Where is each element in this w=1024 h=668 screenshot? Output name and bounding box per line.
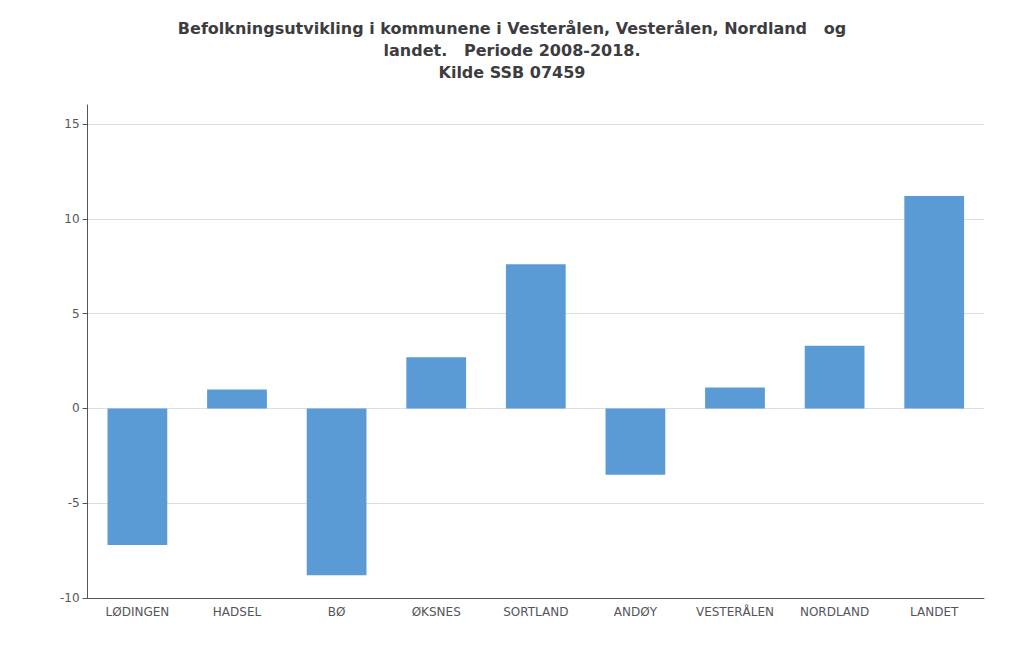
svg-text:5: 5 <box>72 307 80 321</box>
svg-text:SORTLAND: SORTLAND <box>503 605 568 619</box>
svg-text:-5: -5 <box>68 496 80 510</box>
svg-text:LANDET: LANDET <box>910 605 959 619</box>
svg-text:0: 0 <box>72 401 80 415</box>
svg-text:Kilde SSB 07459: Kilde SSB 07459 <box>439 63 586 82</box>
svg-text:NORDLAND: NORDLAND <box>800 605 869 619</box>
svg-text:ØKSNES: ØKSNES <box>412 605 461 619</box>
svg-text:HADSEL: HADSEL <box>213 605 262 619</box>
svg-text:ANDØY: ANDØY <box>614 605 658 619</box>
svg-text:LØDINGEN: LØDINGEN <box>106 605 170 619</box>
svg-text:15: 15 <box>64 117 79 131</box>
svg-text:-10: -10 <box>60 591 80 605</box>
svg-text:VESTERÅLEN: VESTERÅLEN <box>696 604 774 619</box>
svg-text:BØ: BØ <box>328 605 346 619</box>
svg-text:Befolkningsutvikling i kommune: Befolkningsutvikling i kommunene i Veste… <box>178 19 846 38</box>
svg-text:10: 10 <box>64 212 79 226</box>
svg-text:landet. Periode 2008-2018.: landet. Periode 2008-2018. <box>383 41 640 60</box>
